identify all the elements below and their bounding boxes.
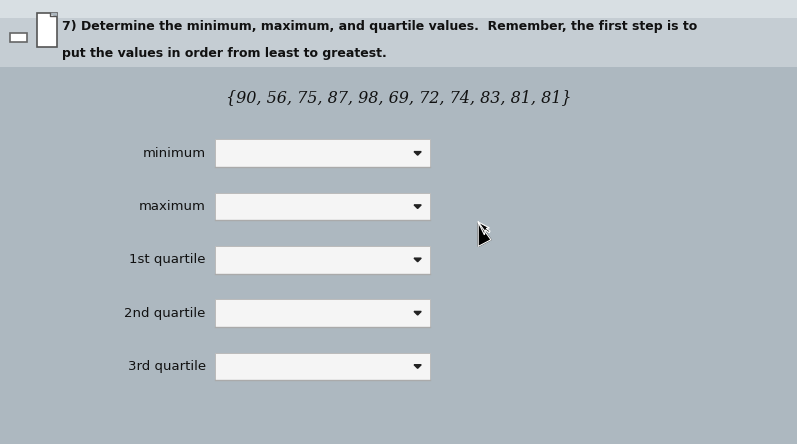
Polygon shape [414,205,421,209]
FancyBboxPatch shape [215,246,430,274]
FancyBboxPatch shape [10,33,27,42]
Polygon shape [414,151,421,155]
FancyBboxPatch shape [215,193,430,220]
FancyBboxPatch shape [215,139,430,167]
Text: 1st quartile: 1st quartile [129,253,206,266]
Polygon shape [414,258,421,262]
Polygon shape [414,311,421,315]
FancyBboxPatch shape [0,0,797,18]
Polygon shape [50,13,56,16]
Text: put the values in order from least to greatest.: put the values in order from least to gr… [62,47,387,59]
Text: 7) Determine the minimum, maximum, and quartile values.  Remember, the first ste: 7) Determine the minimum, maximum, and q… [62,20,697,33]
FancyBboxPatch shape [215,299,430,327]
FancyBboxPatch shape [37,13,57,47]
Text: maximum: maximum [139,200,206,213]
Polygon shape [414,365,421,369]
Text: 3rd quartile: 3rd quartile [128,360,206,373]
FancyBboxPatch shape [215,353,430,380]
Polygon shape [478,222,491,246]
Text: minimum: minimum [143,147,206,160]
FancyBboxPatch shape [0,0,797,67]
Text: {90, 56, 75, 87, 98, 69, 72, 74, 83, 81, 81}: {90, 56, 75, 87, 98, 69, 72, 74, 83, 81,… [226,89,571,106]
Text: 2nd quartile: 2nd quartile [124,306,206,320]
Polygon shape [478,222,490,235]
